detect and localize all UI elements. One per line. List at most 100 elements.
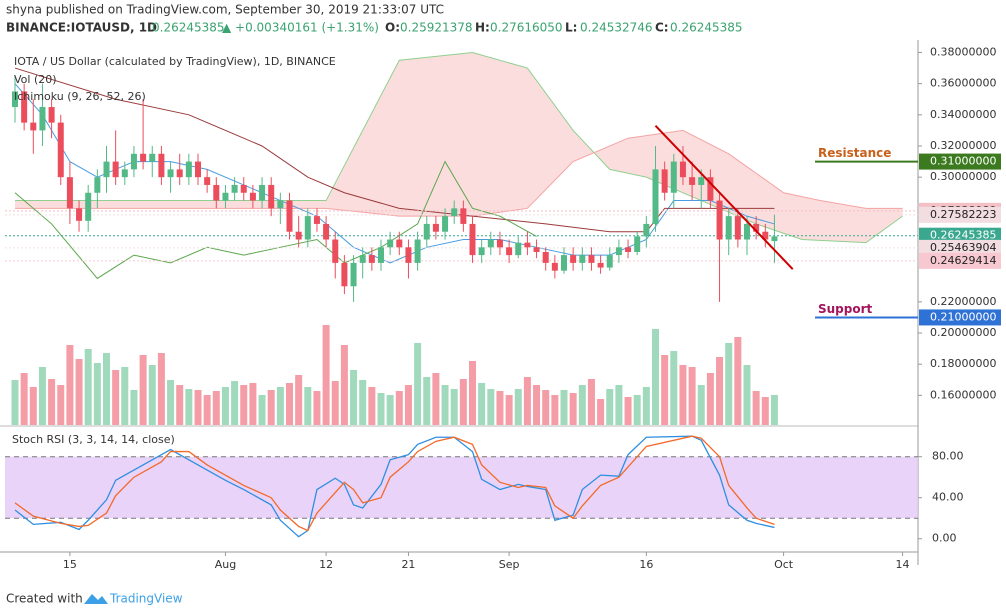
volume-bar — [404, 385, 412, 425]
candle-body — [625, 247, 632, 252]
candle-body — [652, 169, 659, 224]
stoch-band — [5, 456, 918, 519]
volume-bar — [752, 391, 760, 425]
volume-bar — [569, 393, 577, 425]
candle-body — [39, 107, 46, 131]
volume-bar — [57, 385, 65, 425]
volume-bar — [38, 367, 46, 425]
volume-bar — [734, 337, 742, 425]
candle-body — [451, 208, 458, 217]
change: ▲ +0.00340161 (+1.31%) — [222, 21, 379, 35]
volume-bar — [450, 389, 458, 425]
volume-bar — [633, 395, 641, 425]
candle-body — [570, 255, 577, 263]
y-tick-label: 0.18000000 — [930, 357, 996, 370]
price-label-box — [919, 206, 1001, 223]
candle-body — [515, 242, 522, 256]
volume-bar — [20, 373, 28, 425]
x-tick-label: Aug — [215, 558, 236, 571]
ohlc-key: L: — [565, 21, 577, 35]
volume-bar — [11, 380, 19, 425]
volume-bar — [725, 343, 733, 425]
candle-body — [734, 216, 741, 240]
volume-bar — [112, 370, 120, 425]
candle-body — [140, 153, 147, 162]
volume-bar — [761, 397, 769, 425]
volume-bar — [203, 395, 211, 425]
level-label-box — [919, 309, 1001, 326]
volume-bar — [258, 395, 266, 425]
volume-bar — [533, 385, 541, 425]
x-tick-label: Oct — [774, 558, 794, 571]
candle-body — [286, 200, 293, 232]
volume-bar — [652, 329, 659, 425]
volume-bar — [706, 373, 714, 425]
candle-body — [167, 169, 174, 178]
volume-bar — [48, 379, 56, 425]
volume-bar — [679, 365, 687, 425]
volume-bar — [66, 345, 74, 425]
volume-bar — [84, 349, 92, 425]
volume-bar — [322, 325, 330, 425]
candle-body — [506, 247, 513, 256]
candle-body — [744, 223, 750, 240]
volume-bar — [459, 379, 467, 425]
stoch-line — [14, 435, 775, 538]
candle-body — [524, 242, 531, 248]
y-tick-label: 0.20000000 — [930, 326, 996, 339]
candle-body — [469, 223, 476, 256]
y-tick-label: 0.34000000 — [930, 108, 996, 121]
price-label: 0.26245385 — [930, 229, 996, 242]
candle-body — [112, 161, 119, 178]
volume-bar — [642, 387, 650, 425]
candle-body — [661, 169, 668, 193]
candle-body — [771, 236, 778, 242]
candle-body — [21, 91, 28, 123]
volume-bar — [93, 363, 101, 425]
legend-volume: Vol (20) — [14, 73, 57, 86]
volume-bar — [29, 387, 37, 425]
candle-body — [496, 239, 503, 248]
volume-bar — [221, 387, 229, 425]
volume-bar — [414, 343, 422, 425]
volume-bar — [716, 357, 724, 425]
legend-stoch: Stoch RSI (3, 3, 14, 14, close) — [12, 433, 175, 446]
y-tick-label: 0.30000000 — [930, 170, 996, 183]
y-tick-label: 0.22000000 — [930, 295, 996, 308]
level-label: 0.31000000 — [930, 155, 996, 168]
candle-body — [387, 239, 394, 248]
volume-bar — [514, 389, 522, 425]
y-tick-label: 0.16000000 — [930, 388, 996, 401]
x-tick-label: 21 — [401, 558, 415, 571]
candle-body — [12, 91, 18, 108]
candle-body — [670, 161, 677, 193]
candle-body — [277, 200, 284, 209]
candle-body — [762, 231, 769, 240]
level-label-box — [919, 153, 1001, 170]
volume-bar — [313, 391, 321, 425]
volume-bar — [597, 399, 605, 425]
level-label: 0.21000000 — [930, 310, 996, 323]
volume-bar — [240, 385, 248, 425]
candle-body — [213, 184, 220, 201]
volume-bar — [75, 359, 83, 425]
candle-body — [158, 153, 165, 178]
volume-bar — [231, 381, 239, 425]
stoch-tick-label: 80.00 — [932, 450, 964, 463]
candle-body — [341, 262, 348, 287]
candle-body — [634, 236, 641, 252]
candle-body — [149, 153, 156, 162]
volume-bar — [423, 377, 431, 425]
candle-body — [478, 247, 485, 256]
candle-body — [432, 223, 439, 232]
candle-body — [533, 247, 540, 252]
candle-body — [698, 177, 705, 185]
candle-body — [643, 223, 650, 237]
candle-body — [405, 247, 412, 263]
volume-bar — [286, 383, 293, 425]
level-name: Support — [818, 302, 873, 316]
footer-text: Created with — [6, 592, 83, 606]
candle-body — [121, 169, 128, 178]
candle-body — [195, 161, 201, 178]
ohlc-value: 0.24532746 — [580, 21, 653, 35]
